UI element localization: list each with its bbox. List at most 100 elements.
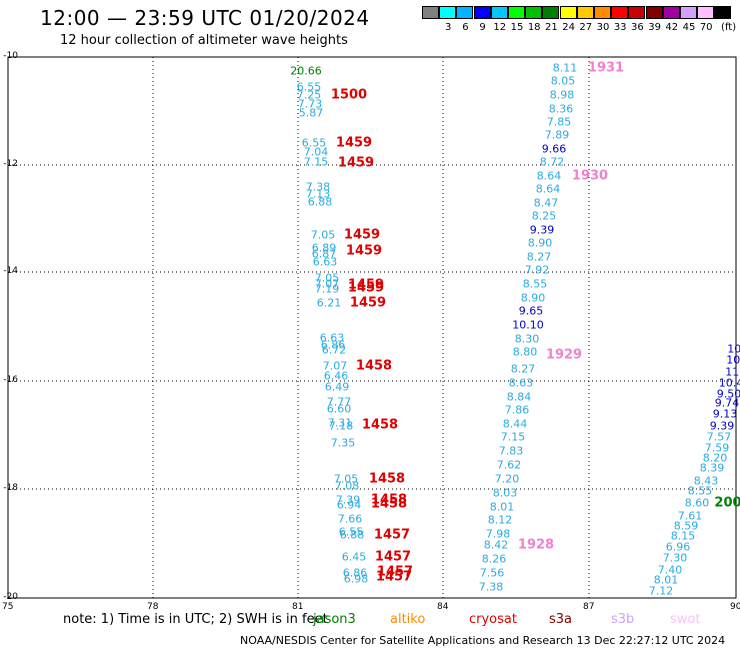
- wave-height-value: 8.44: [502, 417, 528, 431]
- wave-height-value: 8.01: [653, 573, 679, 587]
- footer-credit: NOAA/NESDIS Center for Satellite Applica…: [240, 634, 726, 647]
- pass-time-label: 1931: [587, 60, 625, 76]
- satellite-label-s3a: s3a: [549, 612, 573, 627]
- legend-label: 18: [527, 22, 541, 33]
- pass-time-label: 1457: [373, 527, 411, 543]
- wave-height-value: 7.89: [544, 128, 570, 142]
- wave-height-value: 8.11: [552, 61, 578, 75]
- legend-swatch: [542, 6, 560, 19]
- wave-height-value: 7.18: [328, 419, 354, 433]
- pass-time-label: 1457: [376, 564, 414, 580]
- legend-swatch: [559, 6, 577, 19]
- wave-height-value: 10.10: [512, 318, 544, 332]
- wave-height-value: 7.56: [479, 566, 505, 580]
- pass-time-label: 1457: [375, 569, 413, 585]
- wave-height-value: 8.42: [483, 538, 509, 552]
- latitude-tick-label: -12: [3, 159, 18, 169]
- wave-height-value: 6.55: [338, 525, 364, 539]
- wave-height-value: 11.: [725, 365, 740, 379]
- pass-time-label: 1459: [343, 227, 381, 243]
- pass-time-label: 1459: [345, 243, 383, 259]
- pass-time-label: 1929: [545, 347, 583, 363]
- pass-time-label: 200: [714, 495, 740, 511]
- map-subtitle: 12 hour collection of altimeter wave hei…: [60, 33, 348, 48]
- wave-height-value: 8.20: [702, 451, 728, 465]
- wave-height-value: 6.94: [336, 498, 362, 512]
- wave-height-value: 7.38: [478, 580, 504, 594]
- legend-swatch: [628, 6, 646, 19]
- wave-height-value: 7.07: [322, 359, 348, 373]
- wave-height-value: 8.90: [527, 236, 553, 250]
- satellite-label-s3b: s3b: [611, 612, 635, 627]
- pass-time-label: 1459: [349, 295, 387, 311]
- wave-height-value: 9.66: [541, 142, 567, 156]
- wave-height-value: 7.66: [337, 512, 363, 526]
- wave-height-value: 7.40: [657, 563, 683, 577]
- satellite-label-cryosat: cryosat: [469, 612, 517, 627]
- pass-time-label: 1459: [335, 135, 373, 151]
- wave-height-value: 7.04: [303, 145, 329, 159]
- satellite-label-swot: swot: [670, 612, 701, 627]
- legend-swatch: [473, 6, 491, 19]
- wave-height-value: 7.30: [662, 551, 688, 565]
- latitude-tick-label: -18: [3, 483, 18, 493]
- wave-height-value: 6.46: [323, 369, 349, 383]
- legend-swatch: [490, 6, 508, 19]
- legend-swatch: [456, 6, 474, 19]
- pass-time-label: 1457: [374, 549, 412, 565]
- pass-time-label: 1458: [370, 492, 408, 508]
- wave-height-value: 7.12: [648, 584, 674, 598]
- wave-height-value: 8.27: [526, 250, 552, 264]
- latitude-tick-label: -16: [3, 375, 18, 385]
- wave-height-value: 7.25: [296, 88, 322, 102]
- longitude-tick-label: 75: [2, 602, 14, 612]
- latitude-tick-label: -10: [3, 51, 18, 61]
- legend-label: 21: [545, 22, 558, 33]
- wave-height-value: 7.77: [326, 395, 352, 409]
- latitude-tick-label: -20: [3, 592, 18, 602]
- wave-height-value: 7.59: [704, 441, 730, 455]
- wave-height-value: 7.62: [496, 458, 522, 472]
- wave-height-value: 8.80: [512, 345, 538, 359]
- wave-height-value: 8.03: [492, 486, 518, 500]
- wave-height-value: 6.55: [296, 80, 322, 94]
- wave-height-value: 8.30: [514, 332, 540, 346]
- pass-time-label: 1458: [368, 471, 406, 487]
- legend-label: 45: [682, 22, 696, 33]
- pass-time-label: 1458: [355, 358, 393, 374]
- wave-height-value: 8.47: [533, 196, 559, 210]
- wave-height-value: 6.89: [311, 241, 337, 255]
- legend-swatch: [662, 6, 680, 19]
- pass-time-label: 1500: [330, 87, 368, 103]
- wave-height-value: 7.19: [314, 282, 340, 296]
- latitude-tick-label: -14: [3, 266, 18, 276]
- wave-height-value: 9.50: [716, 387, 740, 401]
- wave-height-value: 7.86: [504, 403, 530, 417]
- wave-height-value: 6.88: [307, 195, 333, 209]
- wave-height-value: 6.98: [343, 572, 369, 586]
- wave-height-value: 7.07: [314, 277, 340, 291]
- wave-height-value: 6.21: [316, 296, 342, 310]
- wave-height-value: 9.74: [714, 396, 740, 410]
- legend-label: 70: [699, 22, 713, 33]
- wave-height-value: 8.59: [673, 519, 699, 533]
- wave-height-value: 8.15: [670, 529, 696, 543]
- wave-height-value: 8.05: [550, 74, 576, 88]
- longitude-tick-label: 81: [292, 602, 304, 612]
- legend-swatch: [508, 6, 525, 19]
- longitude-tick-label: 78: [147, 602, 159, 612]
- wave-height-value: 8.12: [487, 513, 513, 527]
- plot-border: [7, 56, 737, 599]
- wave-height-value: 8.64: [535, 182, 561, 196]
- legend-swatch: [645, 6, 663, 19]
- wave-height-value: 6.72: [321, 343, 347, 357]
- legend-swatch: [594, 6, 611, 19]
- wave-height-value: 7.73: [297, 97, 323, 111]
- wave-height-value: 7.83: [498, 444, 524, 458]
- wave-height-value: 8.55: [522, 277, 548, 291]
- legend-unit: (ft): [721, 22, 737, 33]
- wave-height-value: 7.57: [706, 430, 732, 444]
- wave-height-value: 8.25: [531, 209, 557, 223]
- wave-height-value: 20.66: [290, 64, 322, 78]
